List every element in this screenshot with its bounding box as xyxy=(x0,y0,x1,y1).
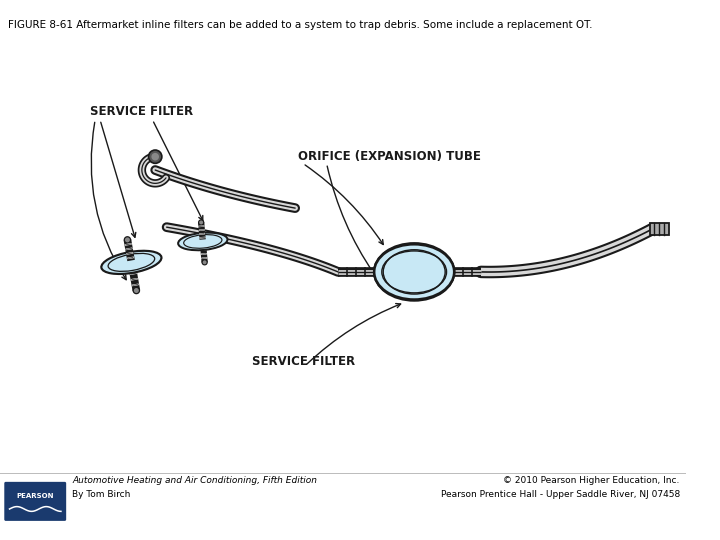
Ellipse shape xyxy=(374,244,454,300)
Ellipse shape xyxy=(374,244,454,300)
Circle shape xyxy=(125,237,130,243)
FancyBboxPatch shape xyxy=(4,482,66,521)
Text: SERVICE FILTER: SERVICE FILTER xyxy=(252,355,356,368)
Circle shape xyxy=(202,260,207,265)
Text: PEARSON: PEARSON xyxy=(17,492,54,498)
Text: Automotive Heating and Air Conditioning, Fifth Edition: Automotive Heating and Air Conditioning,… xyxy=(73,476,318,485)
Text: By Tom Birch: By Tom Birch xyxy=(73,490,131,498)
Text: © 2010 Pearson Higher Education, Inc.: © 2010 Pearson Higher Education, Inc. xyxy=(503,476,680,485)
Circle shape xyxy=(133,287,140,294)
Ellipse shape xyxy=(102,251,161,274)
Text: Pearson Prentice Hall - Upper Saddle River, NJ 07458: Pearson Prentice Hall - Upper Saddle Riv… xyxy=(441,490,680,498)
Ellipse shape xyxy=(178,233,228,250)
Text: SERVICE FILTER: SERVICE FILTER xyxy=(91,105,194,118)
Circle shape xyxy=(148,150,162,164)
Text: ORIFICE (EXPANSION) TUBE: ORIFICE (EXPANSION) TUBE xyxy=(298,150,481,164)
Circle shape xyxy=(199,220,204,225)
FancyBboxPatch shape xyxy=(650,224,670,235)
Circle shape xyxy=(151,153,159,160)
Text: FIGURE 8-61 Aftermarket inline filters can be added to a system to trap debris. : FIGURE 8-61 Aftermarket inline filters c… xyxy=(8,19,592,30)
